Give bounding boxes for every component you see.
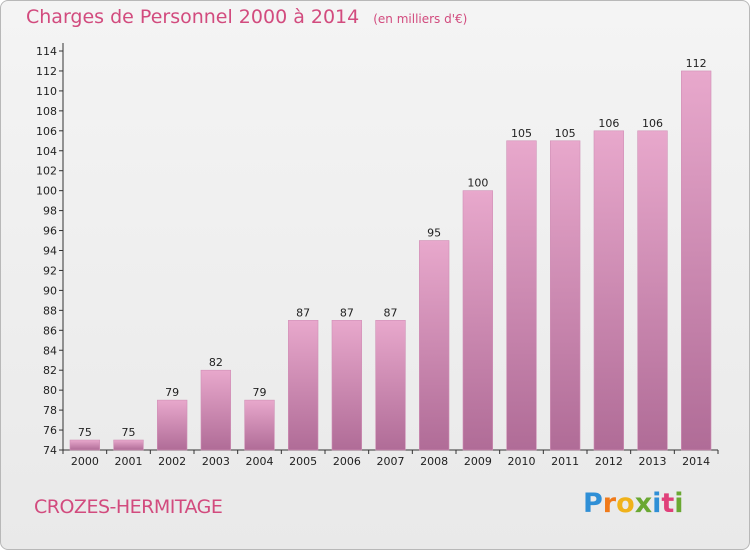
commune-name: CROZES-HERMITAGE — [34, 496, 223, 518]
value-label-2004: 79 — [253, 386, 267, 399]
y-tick-label: 78 — [43, 404, 57, 417]
bar-2007 — [375, 320, 406, 451]
y-tick-label: 114 — [36, 45, 57, 58]
value-label-2001: 75 — [122, 426, 136, 439]
value-label-2011: 105 — [555, 127, 576, 140]
logo-letter: i — [674, 488, 684, 519]
y-tick-label: 88 — [43, 304, 57, 317]
x-tick-label: 2009 — [464, 455, 492, 468]
y-tick-label: 86 — [43, 324, 57, 337]
x-tick-label: 2006 — [333, 455, 361, 468]
value-label-2010: 105 — [511, 127, 532, 140]
logo-letter: o — [616, 488, 635, 519]
y-tick-label: 98 — [43, 205, 57, 218]
logo-letter: t — [661, 488, 675, 519]
y-tick-label: 74 — [43, 444, 57, 457]
y-tick-label: 92 — [43, 264, 57, 277]
value-labels: 75 75 79 82 79 87 87 87 95 100 105 105 106 106 112 — [78, 57, 707, 439]
x-tick-label: 2011 — [551, 455, 579, 468]
y-tick-label: 110 — [36, 85, 57, 98]
bar-2009 — [462, 190, 493, 451]
x-tick-label: 2012 — [595, 455, 623, 468]
y-tick-label: 90 — [43, 284, 57, 297]
value-label-2008: 95 — [427, 227, 441, 240]
value-label-2003: 82 — [209, 356, 223, 369]
bar-2003 — [200, 369, 231, 451]
y-tick-label: 102 — [36, 165, 57, 178]
bar-2011 — [550, 140, 581, 451]
bars — [69, 70, 712, 451]
bar-2008 — [419, 240, 450, 451]
bar-2012 — [593, 130, 624, 451]
y-axis: 74 76 78 80 82 84 86 88 90 92 94 96 98 100 102 104 106 10… — [36, 43, 64, 457]
chart-subtitle: (en milliers d'€) — [373, 12, 468, 26]
x-tick-label: 2007 — [377, 455, 405, 468]
x-tick-label: 2004 — [246, 455, 274, 468]
value-label-2007: 87 — [384, 306, 398, 319]
value-label-2009: 100 — [467, 177, 488, 190]
y-tick-label: 82 — [43, 364, 57, 377]
bar-2006 — [331, 320, 362, 451]
value-label-2013: 106 — [642, 117, 663, 130]
y-tick-label: 80 — [43, 384, 57, 397]
x-tick-label: 2013 — [639, 455, 667, 468]
bar-2000 — [69, 439, 100, 451]
x-tick-label: 2003 — [202, 455, 230, 468]
value-label-2002: 79 — [165, 386, 179, 399]
value-label-2014: 112 — [686, 57, 707, 70]
bar-2004 — [244, 399, 275, 451]
bar-2010 — [506, 140, 537, 451]
y-tick-label: 84 — [43, 344, 57, 357]
y-tick-label: 96 — [43, 225, 57, 238]
x-axis: 2000 2001 2002 2003 2004 2005 2006 2007 2008 2009… — [62, 449, 719, 468]
y-tick-label: 94 — [43, 245, 57, 258]
y-tick-label: 76 — [43, 424, 57, 437]
bar-2005 — [288, 320, 319, 451]
x-tick-label: 2002 — [158, 455, 186, 468]
bar-2013 — [637, 130, 668, 451]
value-label-2012: 106 — [598, 117, 619, 130]
y-tick-label: 104 — [36, 145, 57, 158]
logo-letter: P — [583, 488, 603, 519]
value-label-2006: 87 — [340, 306, 354, 319]
bar-2002 — [157, 399, 188, 451]
chart-title-text: Charges de Personnel 2000 à 2014 — [26, 6, 360, 28]
logo-letter: i — [652, 488, 662, 519]
y-tick-label: 112 — [36, 65, 57, 78]
value-label-2000: 75 — [78, 426, 92, 439]
y-tick-label: 108 — [36, 105, 57, 118]
y-tick-label: 106 — [36, 125, 57, 138]
bar-2014 — [681, 70, 712, 451]
proxiti-logo: Proxiti — [583, 488, 684, 519]
x-tick-label: 2000 — [71, 455, 99, 468]
y-tick-label: 100 — [36, 185, 57, 198]
x-tick-label: 2008 — [420, 455, 448, 468]
x-tick-label: 2010 — [508, 455, 536, 468]
chart-title: Charges de Personnel 2000 à 2014 (en mill… — [26, 6, 467, 28]
x-tick-label: 2014 — [682, 455, 710, 468]
logo-letter: r — [602, 488, 617, 519]
value-label-2005: 87 — [296, 306, 310, 319]
logo-letter: x — [634, 488, 653, 519]
bar-2001 — [113, 439, 144, 451]
x-tick-label: 2005 — [289, 455, 317, 468]
x-tick-label: 2001 — [115, 455, 143, 468]
